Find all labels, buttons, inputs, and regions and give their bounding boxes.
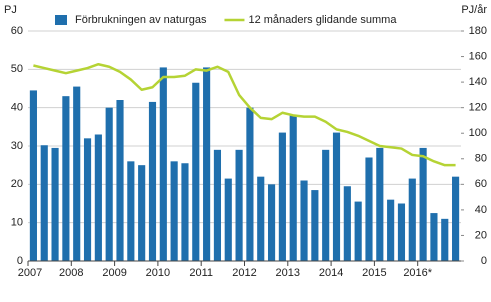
bar	[224, 178, 232, 261]
bar	[289, 115, 297, 261]
bar	[138, 165, 146, 261]
bar	[397, 203, 406, 261]
x-tick-label: 2013	[276, 267, 300, 279]
x-tick-label: 2016*	[403, 267, 432, 279]
bar	[332, 132, 341, 261]
x-tick-label: 2014	[319, 267, 343, 279]
bar	[40, 145, 48, 261]
legend-swatch	[55, 15, 67, 25]
bar	[181, 163, 189, 261]
x-tick-label: 2012	[232, 267, 256, 279]
bar	[203, 67, 211, 262]
bar	[300, 180, 308, 261]
bar	[365, 157, 373, 261]
y2-tick-label: 140	[469, 76, 487, 88]
bar	[235, 149, 243, 261]
bar	[127, 161, 135, 261]
bar	[246, 107, 254, 262]
y-tick-label: 20	[11, 178, 23, 190]
bar	[257, 176, 265, 261]
legend-label: 12 månaders glidande summa	[248, 14, 397, 26]
y2-tick-label: 160	[469, 50, 487, 62]
y2-tick-label: 60	[475, 178, 487, 190]
bar	[105, 107, 113, 262]
bar	[170, 161, 178, 261]
bar	[267, 184, 276, 261]
bar	[83, 138, 92, 261]
y2-tick-label: 120	[469, 102, 487, 114]
bar	[376, 147, 384, 261]
legend-label: Förbrukningen av naturgas	[75, 14, 207, 26]
bar	[213, 149, 222, 261]
bar	[387, 199, 395, 261]
bar	[452, 176, 460, 261]
bar	[408, 178, 416, 261]
y-tick-label: 40	[11, 102, 23, 114]
y-tick-label: 0	[17, 255, 23, 267]
bar	[116, 100, 124, 261]
y2-axis-title: PJ/år	[461, 4, 487, 16]
bar	[354, 201, 362, 261]
y2-tick-label: 0	[481, 255, 487, 267]
bar	[192, 82, 200, 261]
y2-tick-label: 100	[469, 127, 487, 139]
y2-tick-label: 180	[469, 25, 487, 37]
bar	[322, 149, 330, 261]
y-tick-label: 30	[11, 140, 23, 152]
bar	[441, 218, 449, 261]
bar	[62, 96, 70, 262]
bar	[73, 86, 81, 261]
bar	[311, 190, 319, 261]
x-tick-label: 2010	[146, 267, 170, 279]
y2-tick-label: 40	[475, 204, 487, 216]
bar	[430, 213, 438, 261]
bar	[343, 186, 351, 261]
bar	[419, 147, 427, 261]
x-tick-label: 2015	[362, 267, 386, 279]
x-tick-label: 2007	[18, 267, 42, 279]
y2-tick-label: 80	[475, 153, 487, 165]
y-tick-label: 60	[11, 25, 23, 37]
line	[33, 62, 456, 167]
y-tick-label: 50	[11, 63, 23, 75]
y2-tick-label: 20	[475, 229, 487, 241]
bar	[51, 147, 59, 261]
bar	[148, 101, 157, 262]
x-tick-label: 2009	[102, 267, 126, 279]
x-tick-label: 2011	[189, 267, 213, 279]
y-axis-title: PJ	[4, 4, 17, 16]
y-tick-label: 10	[11, 217, 23, 229]
bar	[94, 134, 102, 261]
x-tick-label: 2008	[59, 267, 83, 279]
bar	[159, 67, 167, 262]
bar	[278, 132, 286, 261]
bar	[29, 90, 37, 262]
